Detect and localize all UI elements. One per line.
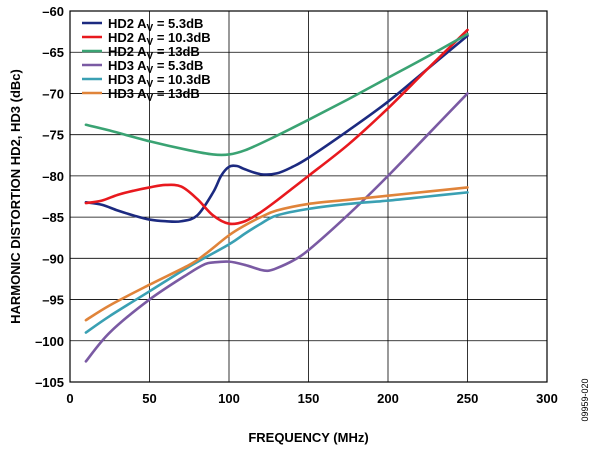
series-line — [84, 28, 469, 226]
y-tick-label: –100 — [35, 334, 64, 349]
legend-entry: HD2 AV = 10.3dB — [108, 30, 211, 48]
legend-entry: HD3 AV = 5.3dB — [108, 58, 203, 76]
x-tick-label: 200 — [377, 391, 399, 406]
series-line — [84, 191, 469, 334]
plot-frame — [69, 10, 548, 383]
y-tick-label: –90 — [42, 251, 64, 266]
series-line — [84, 92, 469, 363]
x-tick-label: 50 — [142, 391, 156, 406]
legend-entry: HD3 AV = 10.3dB — [108, 72, 211, 90]
y-tick-label: –75 — [42, 128, 64, 143]
series-line — [84, 34, 469, 224]
series-line — [84, 186, 469, 322]
y-tick-label: –70 — [42, 86, 64, 101]
y-tick-labels: –60 –65 –70 –75 –80 –85 –90 –95 –100 –105 — [35, 4, 64, 390]
legend-entry: HD2 AV = 5.3dB — [108, 16, 203, 34]
series-line — [84, 32, 469, 157]
y-tick-label: –85 — [42, 210, 64, 225]
x-tick-label: 150 — [298, 391, 320, 406]
x-tick-label: 300 — [536, 391, 558, 406]
y-tick-label: –95 — [42, 293, 64, 308]
x-tick-label: 250 — [457, 391, 479, 406]
y-tick-label: –65 — [42, 45, 64, 60]
legend-entry: HD2 AV = 13dB — [108, 44, 200, 62]
y-tick-label: –80 — [42, 169, 64, 184]
x-tick-label: 100 — [218, 391, 240, 406]
y-tick-label: –105 — [35, 375, 64, 390]
x-tick-labels: 0 50 100 150 200 250 300 — [66, 391, 557, 406]
y-axis-title: HARMONIC DISTORTION HD2, HD3 (dBc) — [8, 69, 23, 324]
x-axis-title: FREQUENCY (MHz) — [248, 430, 368, 445]
y-tick-label: –60 — [42, 4, 64, 19]
legend-entry: HD3 AV = 13dB — [108, 86, 200, 104]
x-tick-label: 0 — [66, 391, 73, 406]
figure-id: 09959-020 — [580, 378, 590, 421]
series-lines — [84, 28, 469, 363]
